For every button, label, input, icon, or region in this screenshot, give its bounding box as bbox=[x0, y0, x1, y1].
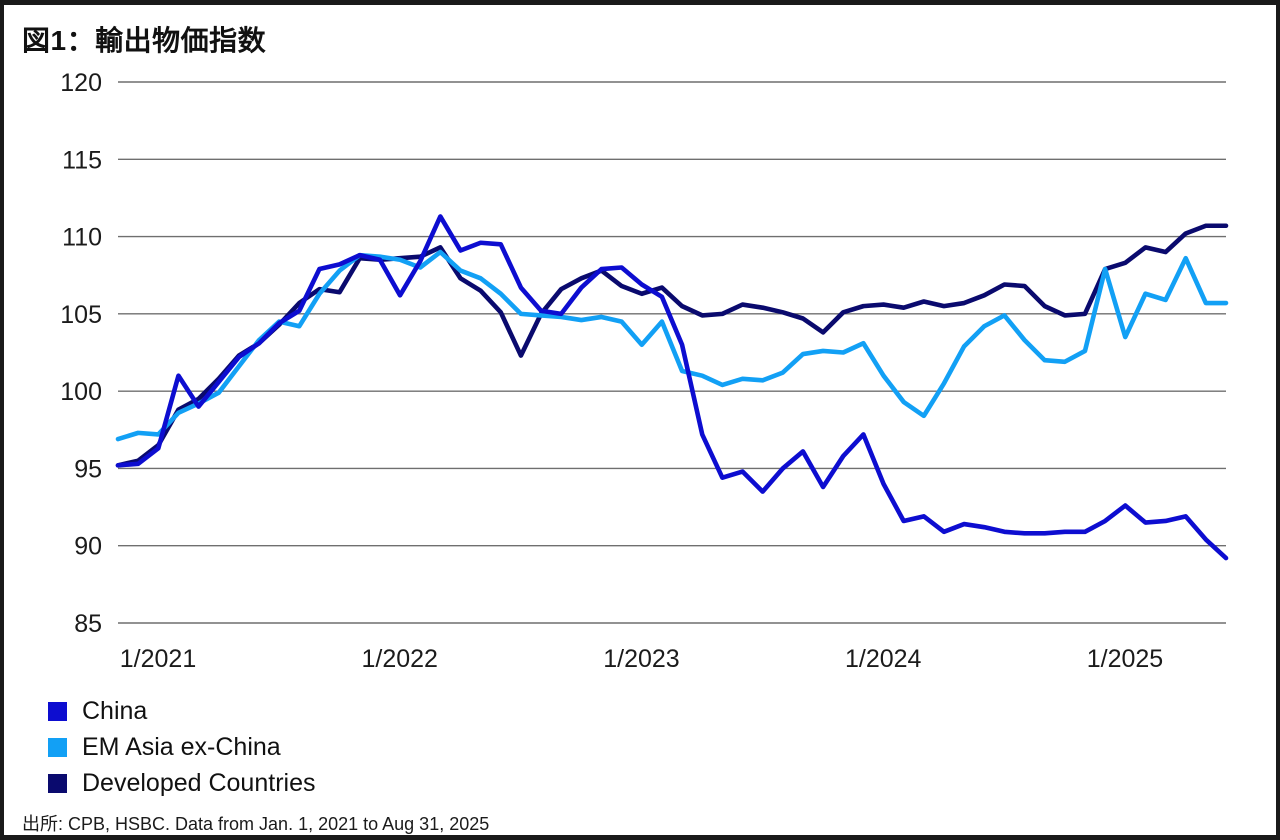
legend-swatch-icon bbox=[48, 737, 67, 757]
source-note: 出所: CPB, HSBC. Data from Jan. 1, 2021 to… bbox=[22, 814, 490, 834]
series-group bbox=[115, 214, 1229, 561]
x-axis-tick-label: 1/2022 bbox=[362, 645, 438, 673]
x-axis-labels-group: 1/2021 1/2022 1/2023 1/2024 1/2025 bbox=[120, 645, 1163, 673]
y-axis-tick-label: 110 bbox=[62, 224, 102, 252]
legend-item: EM Asia ex-China bbox=[48, 729, 315, 765]
y-axis-tick-label: 100 bbox=[60, 378, 102, 406]
legend-item-label: China bbox=[82, 696, 148, 725]
legend-swatch-icon bbox=[48, 773, 67, 793]
x-axis-tick-label: 1/2025 bbox=[1087, 645, 1163, 673]
legend-swatch-icon bbox=[48, 701, 67, 721]
chart-plot-area: 85 90 95 100 105 110 115 120 1/2021 1/2022 1/2023… bbox=[4, 5, 1276, 835]
legend-item: Developed Countries bbox=[48, 765, 315, 801]
page-title: 図1：輸出物価指数 bbox=[22, 25, 267, 56]
legend: China EM Asia ex-China Developed Countri… bbox=[48, 693, 315, 801]
line-chart: 85 90 95 100 105 110 115 120 1/2021 1/2022 1/2023… bbox=[60, 69, 1229, 673]
y-axis-tick-label: 95 bbox=[74, 455, 102, 483]
series-line bbox=[115, 214, 1229, 561]
legend-item: China bbox=[48, 693, 315, 729]
gridlines-group bbox=[118, 81, 1226, 624]
legend-item-label: EM Asia ex-China bbox=[82, 732, 281, 761]
x-axis-tick-label: 1/2024 bbox=[845, 645, 922, 673]
y-axis-tick-label: 115 bbox=[62, 146, 102, 174]
legend-item-label: Developed Countries bbox=[82, 768, 316, 797]
x-axis-tick-label: 1/2021 bbox=[120, 645, 196, 673]
y-axis-tick-label: 105 bbox=[60, 301, 102, 329]
y-axis-labels-group: 85 90 95 100 105 110 115 120 bbox=[60, 69, 102, 638]
y-axis-tick-label: 85 bbox=[74, 610, 102, 638]
y-axis-tick-label: 90 bbox=[74, 533, 102, 561]
series-line bbox=[115, 249, 1229, 442]
x-axis-tick-label: 1/2023 bbox=[603, 645, 679, 673]
y-axis-tick-label: 120 bbox=[60, 69, 102, 97]
